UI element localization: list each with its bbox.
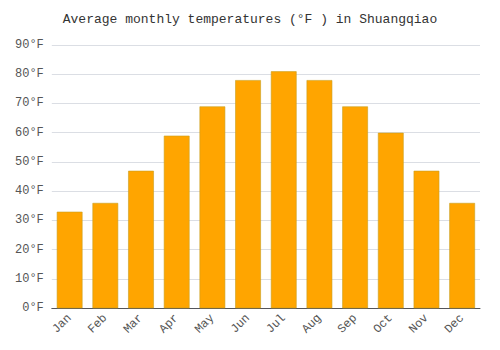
svg-text:0°F: 0°F	[22, 301, 44, 315]
svg-text:Mar: Mar	[121, 311, 146, 336]
svg-text:Oct: Oct	[371, 311, 396, 336]
svg-text:May: May	[192, 311, 217, 336]
svg-text:50°F: 50°F	[15, 155, 44, 169]
svg-text:Dec: Dec	[442, 311, 467, 336]
svg-text:Jul: Jul	[264, 311, 289, 336]
svg-text:20°F: 20°F	[15, 243, 44, 257]
svg-text:30°F: 30°F	[15, 213, 44, 227]
svg-text:Average monthly temperatures (: Average monthly temperatures (°F ) in Sh…	[63, 12, 437, 27]
svg-text:60°F: 60°F	[15, 126, 44, 140]
svg-text:Feb: Feb	[85, 311, 110, 336]
svg-text:70°F: 70°F	[15, 96, 44, 110]
svg-text:Nov: Nov	[406, 311, 431, 336]
svg-text:10°F: 10°F	[15, 272, 44, 286]
svg-text:80°F: 80°F	[15, 67, 44, 81]
svg-text:Jan: Jan	[49, 311, 74, 336]
svg-text:Apr: Apr	[156, 311, 181, 336]
svg-text:Aug: Aug	[299, 311, 324, 336]
svg-text:Jun: Jun	[228, 311, 253, 336]
svg-text:90°F: 90°F	[15, 38, 44, 52]
svg-text:40°F: 40°F	[15, 184, 44, 198]
svg-text:Sep: Sep	[335, 311, 360, 336]
